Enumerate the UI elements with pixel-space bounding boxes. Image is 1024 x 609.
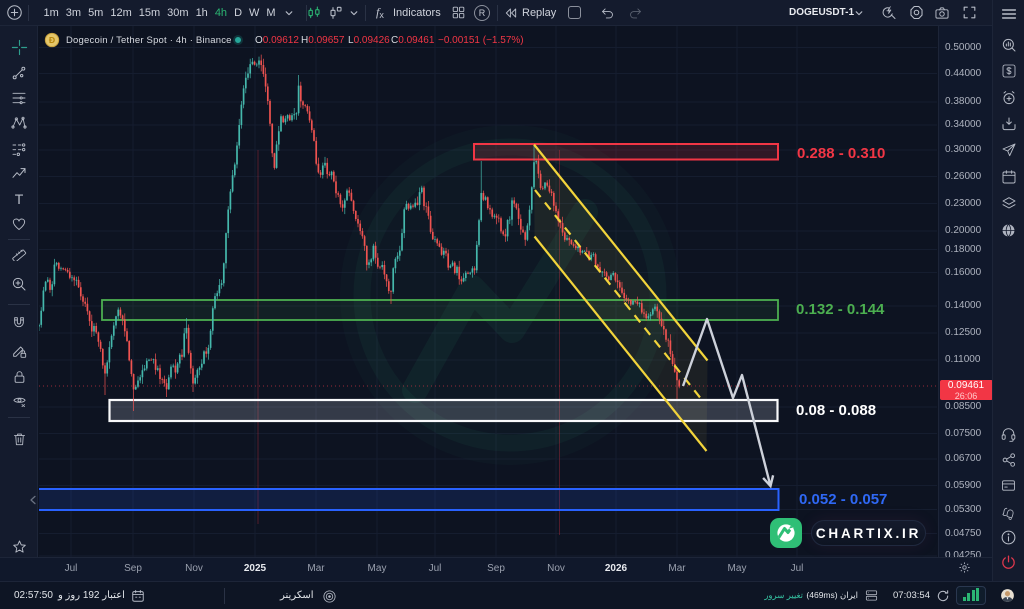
svg-text:Ð: Ð [49,35,55,45]
